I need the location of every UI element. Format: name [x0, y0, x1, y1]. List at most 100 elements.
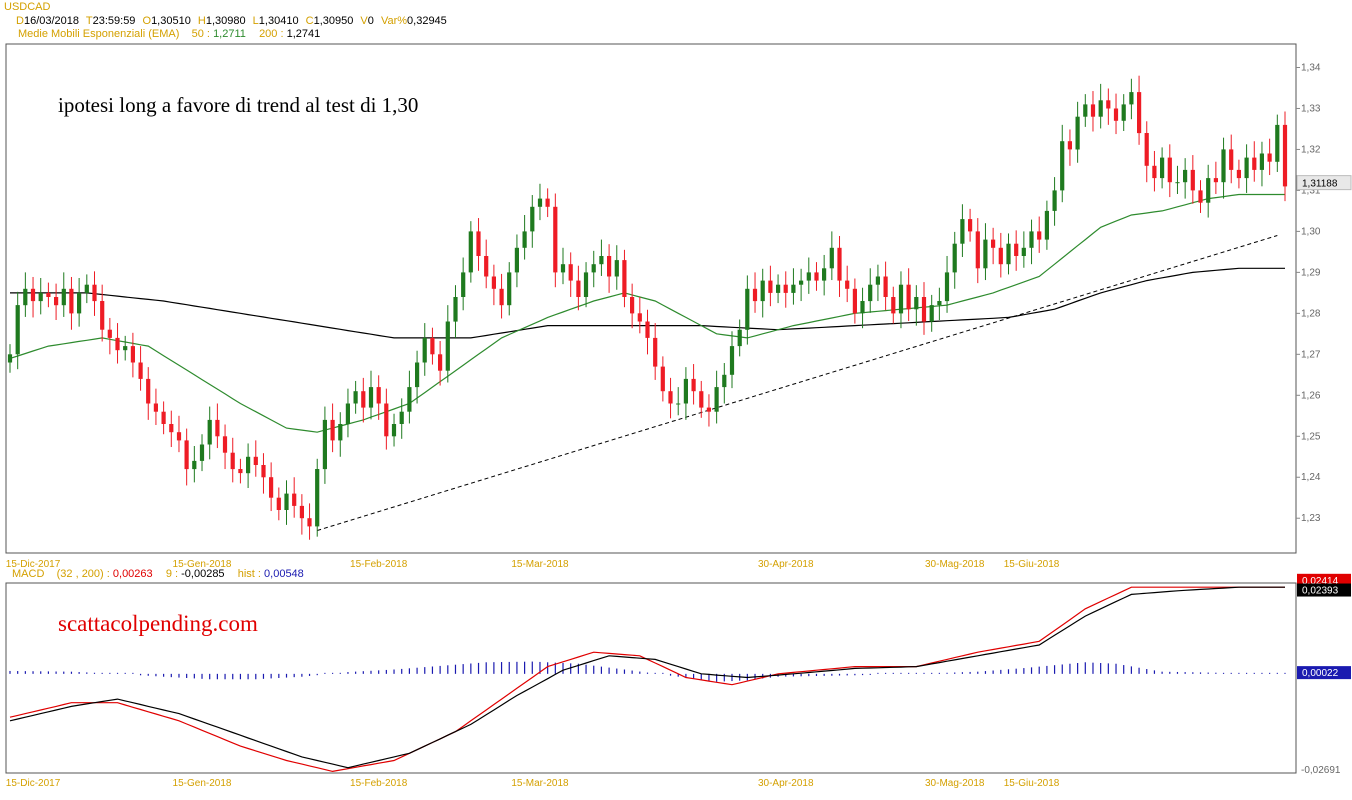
- var-key: Var%: [380, 15, 408, 27]
- candle-body: [130, 346, 135, 363]
- x-tick-label-price: 15-Gen-2018: [173, 559, 232, 570]
- candle-body: [560, 264, 566, 273]
- ema200-value: 1,2741: [286, 28, 321, 40]
- candle-body: [783, 284, 788, 293]
- var-value: 0,32945: [407, 15, 447, 27]
- candle-body: [530, 206, 535, 232]
- x-tick-label-macd: 15-Gen-2018: [173, 778, 232, 789]
- candle-body: [1044, 210, 1049, 240]
- macd-value-tag-label: 0,02393: [1302, 586, 1339, 597]
- candle-body: [476, 231, 481, 256]
- hist-key: hist :: [237, 568, 261, 580]
- low-key: L: [252, 15, 259, 27]
- date-value: 16/03/2018: [23, 15, 80, 27]
- candle-body: [376, 387, 381, 404]
- candle-body: [845, 280, 850, 289]
- candle-body: [1083, 104, 1088, 117]
- candle-body: [1106, 100, 1111, 109]
- candle-body: [384, 403, 389, 437]
- candle-body: [1160, 157, 1165, 179]
- candle-body: [553, 206, 558, 273]
- candle-body: [630, 297, 635, 314]
- candle-body: [944, 272, 950, 302]
- candle-body: [960, 219, 965, 244]
- candle-body: [975, 231, 980, 269]
- x-tick-label-price: 30-Mag-2018: [925, 559, 985, 570]
- x-tick-label-price: 15-Dic-2017: [6, 559, 61, 570]
- time-key: T: [85, 15, 93, 27]
- website-annotation: scattacolpending.com: [58, 611, 258, 636]
- candle-body: [445, 321, 450, 371]
- candle-body: [92, 284, 97, 302]
- date-x-axis: 15-Dic-2017 15-Dic-2017 15-Gen-2018 15-Gen-…: [6, 559, 1060, 789]
- candle-body: [115, 337, 120, 351]
- macd-y-tick-label: -0,02691: [1301, 765, 1341, 776]
- candle-body: [576, 280, 581, 297]
- candle-body: [1006, 243, 1011, 265]
- date-key: D: [16, 15, 24, 27]
- candle-body: [345, 403, 350, 424]
- candle-body: [353, 391, 358, 404]
- trendline-layer: [317, 235, 1278, 531]
- candle-body: [238, 469, 243, 474]
- candle-body: [322, 419, 327, 470]
- x-tick-label-macd: 30-Mag-2018: [925, 778, 985, 789]
- candle-body: [146, 378, 151, 404]
- candle-body: [54, 297, 59, 306]
- candle-body: [430, 337, 435, 355]
- price-y-tick-label: 1,24: [1301, 472, 1321, 483]
- candle-body: [768, 280, 773, 293]
- ema-readout: Medie Mobili Esponenziali (EMA) 50 : 1,2…: [18, 28, 324, 40]
- macd-lines-layer: [9, 586, 1285, 773]
- candle-body: [368, 387, 374, 408]
- candle-body: [1275, 124, 1280, 162]
- candle-body: [230, 452, 235, 470]
- candle-body: [1021, 247, 1026, 256]
- candle-body: [23, 288, 28, 306]
- candle-body: [791, 284, 796, 293]
- candle-body: [399, 411, 404, 424]
- candles-layer: [7, 75, 1288, 540]
- candle-body: [261, 465, 266, 478]
- candle-body: [776, 284, 781, 293]
- candle-body: [215, 419, 220, 437]
- candle-body: [1129, 92, 1134, 105]
- candle-body: [1167, 157, 1172, 183]
- candle-body: [668, 391, 673, 404]
- candle-body: [921, 297, 927, 322]
- current-price-box: [1296, 175, 1352, 191]
- candle-body: [30, 288, 36, 302]
- candle-body: [799, 280, 804, 285]
- x-tick-label-price: 15-Feb-2018: [350, 559, 408, 570]
- candle-body: [46, 292, 51, 297]
- candle-body: [752, 288, 758, 302]
- candle-body: [338, 424, 343, 441]
- x-tick-label-price: 15-Mar-2018: [511, 559, 569, 570]
- candle-body: [860, 301, 865, 314]
- candle-body: [246, 456, 251, 474]
- candle-body: [468, 231, 473, 273]
- low-value: 1,30410: [258, 15, 299, 27]
- x-tick-label-macd: 15-Dic-2017: [6, 778, 61, 789]
- price-y-axis: 1,23 1,24 1,25 1,26 1,27 1,28 1,29 1,30 1,31 1,32…: [1296, 62, 1321, 524]
- candle-body: [1206, 178, 1211, 203]
- candle-body: [883, 276, 888, 297]
- candle-body: [184, 440, 189, 470]
- candle-body: [176, 432, 182, 441]
- candle-body: [222, 436, 228, 453]
- macd-value-tag-label: 0,00022: [1302, 668, 1339, 679]
- chart-title: USDCAD: [4, 1, 50, 13]
- candle-body: [1098, 100, 1103, 117]
- macd-value-tag-box: [1297, 583, 1351, 597]
- candle-body: [269, 477, 274, 498]
- candle-body: [607, 256, 612, 277]
- signal-key: 9 :: [165, 568, 179, 580]
- candle-body: [760, 280, 765, 302]
- x-tick-label-price: 30-Apr-2018: [758, 559, 814, 570]
- candle-body: [1221, 149, 1226, 183]
- candle-body: [614, 260, 619, 277]
- candle-body: [1075, 116, 1080, 150]
- candle-body: [299, 505, 304, 519]
